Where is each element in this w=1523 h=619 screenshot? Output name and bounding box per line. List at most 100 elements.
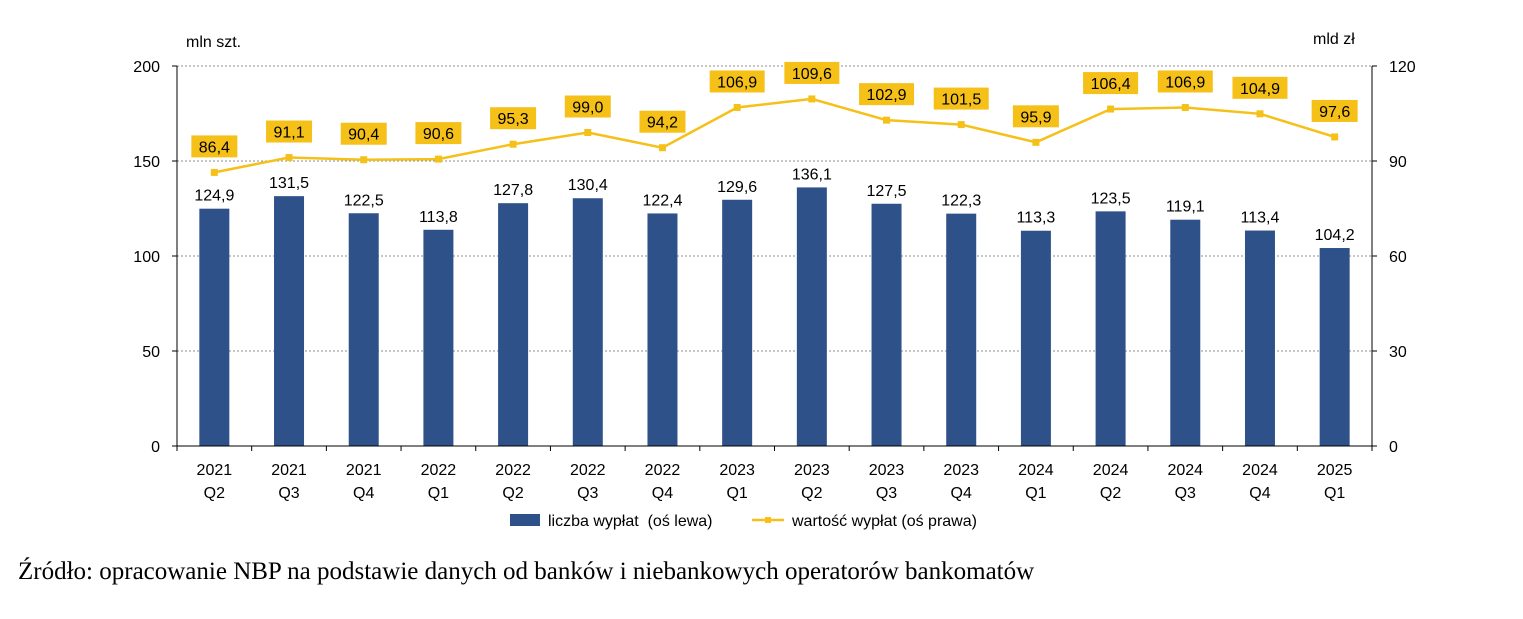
- line-value-label: 94,2: [647, 115, 678, 132]
- bar-value-label: 113,8: [419, 209, 458, 226]
- line-value-box: [639, 110, 686, 133]
- bar-value-label: 127,5: [867, 183, 907, 200]
- line-value-box: [340, 122, 387, 145]
- right-axis-unit-label: mld zł: [1313, 31, 1355, 48]
- x-tick-label-quarter: Q2: [502, 485, 523, 502]
- bar-value-label: 136,1: [792, 166, 832, 183]
- right-tick-label: 0: [1389, 439, 1398, 456]
- line-marker: [434, 155, 442, 163]
- bar: [498, 203, 529, 446]
- line-marker: [584, 129, 592, 136]
- x-tick-label-year: 2021: [197, 462, 233, 479]
- bar-value-label: 119,1: [1166, 199, 1205, 216]
- x-tick-label-quarter: Q2: [801, 485, 822, 502]
- bar: [423, 229, 454, 446]
- x-tick-label-year: 2022: [645, 462, 681, 479]
- source-note: Źródło: opracowanie NBP na podstawie dan…: [18, 558, 1035, 585]
- bar: [274, 196, 305, 446]
- axes: [172, 65, 1377, 451]
- left-tick-label: 50: [142, 344, 160, 361]
- x-tick-label-quarter: Q4: [951, 485, 972, 502]
- bar-value-label: 104,2: [1315, 227, 1355, 244]
- line-value-box: [784, 61, 840, 84]
- line-marker: [808, 95, 816, 103]
- line-marker: [1331, 133, 1339, 141]
- x-tick-label-quarter: Q3: [876, 485, 897, 502]
- bar: [199, 208, 230, 446]
- bar-value-label: 113,3: [1016, 210, 1055, 227]
- line-value-box: [1012, 105, 1059, 128]
- line-marker: [1032, 138, 1040, 146]
- x-tick-label-quarter: Q4: [652, 485, 673, 502]
- bar-series: [199, 187, 1350, 446]
- line-marker: [285, 154, 293, 162]
- x-tick-label-quarter: Q3: [1175, 485, 1196, 502]
- line-marker: [1256, 110, 1264, 118]
- x-tick-label-year: 2023: [943, 462, 979, 479]
- x-tick-label-quarter: Q1: [428, 485, 449, 502]
- line-value-label: 90,6: [423, 126, 454, 143]
- legend-bar-label: liczba wypłat (oś lewa): [548, 513, 713, 530]
- right-tick-label: 90: [1389, 154, 1407, 171]
- bar: [796, 187, 827, 446]
- line-marker: [1107, 105, 1115, 113]
- line-value-box: [1157, 70, 1213, 93]
- right-tick-label: 30: [1389, 344, 1407, 361]
- x-tick-label-quarter: Q2: [204, 485, 225, 502]
- line-value-label: 106,9: [717, 74, 757, 91]
- bar: [1170, 219, 1201, 446]
- x-tick-label-quarter: Q4: [1249, 485, 1270, 502]
- line-value-box: [266, 120, 313, 143]
- line-value-label: 109,6: [792, 66, 832, 83]
- left-tick-label: 200: [133, 59, 160, 76]
- line-value-box: [191, 135, 238, 158]
- bar-value-label: 124,9: [194, 188, 234, 205]
- line-value-box: [490, 107, 537, 130]
- x-tick-label-year: 2024: [1018, 462, 1054, 479]
- line-path: [214, 97, 1336, 174]
- bar: [1244, 230, 1275, 446]
- x-tick-label-year: 2023: [869, 462, 905, 479]
- line-value-box: [859, 83, 915, 106]
- line-value-box: [709, 70, 765, 93]
- legend-line-label: wartość wypłat (oś prawa): [791, 513, 977, 530]
- line-value-box: [1311, 99, 1358, 122]
- x-tick-label-year: 2021: [346, 462, 382, 479]
- legend-line-marker: [765, 517, 771, 523]
- legend-bar-swatch: [510, 514, 540, 526]
- right-tick-label: 120: [1389, 59, 1416, 76]
- x-tick-label-year: 2023: [794, 462, 830, 479]
- bar-data-labels: 124,9 131,5 122,5 113,8 127,8 130,4 122,4 129,6…: [194, 166, 1354, 244]
- bar-value-label: 123,5: [1091, 190, 1131, 207]
- line-marker: [733, 103, 741, 111]
- bar-value-label: 127,8: [493, 182, 533, 199]
- tick-labels: 0 50 100 150 200 0 30 60 90 120 2021 Q2 2021 Q3 2021 Q4…: [133, 59, 1416, 502]
- x-tick-label-quarter: Q3: [577, 485, 598, 502]
- x-tick-label-year: 2024: [1167, 462, 1203, 479]
- x-tick-label-year: 2022: [495, 462, 531, 479]
- bar: [871, 203, 902, 446]
- line-marker: [360, 156, 368, 164]
- bar-value-label: 122,3: [941, 193, 981, 210]
- line-marker: [1181, 103, 1189, 111]
- line-value-label: 106,9: [1165, 74, 1205, 91]
- bar: [1095, 211, 1126, 446]
- x-tick-label-quarter: Q1: [1324, 485, 1345, 502]
- x-tick-label-year: 2024: [1093, 462, 1129, 479]
- x-tick-label-quarter: Q1: [1025, 485, 1046, 502]
- line-value-label: 95,9: [1020, 109, 1051, 126]
- left-tick-label: 100: [133, 249, 160, 266]
- line-value-label: 102,9: [867, 87, 907, 104]
- bar: [1020, 230, 1051, 446]
- left-axis-unit-label: mln szt.: [186, 34, 241, 51]
- line-value-box: [564, 95, 611, 118]
- x-tick-label-year: 2021: [271, 462, 307, 479]
- line-value-label: 99,0: [572, 100, 603, 117]
- x-tick-label-quarter: Q4: [353, 485, 374, 502]
- bar-value-label: 130,4: [568, 177, 608, 194]
- bar: [946, 213, 977, 446]
- bar: [722, 199, 753, 446]
- line-value-box: [415, 122, 462, 145]
- bar: [348, 213, 379, 446]
- line-series: [210, 95, 1339, 176]
